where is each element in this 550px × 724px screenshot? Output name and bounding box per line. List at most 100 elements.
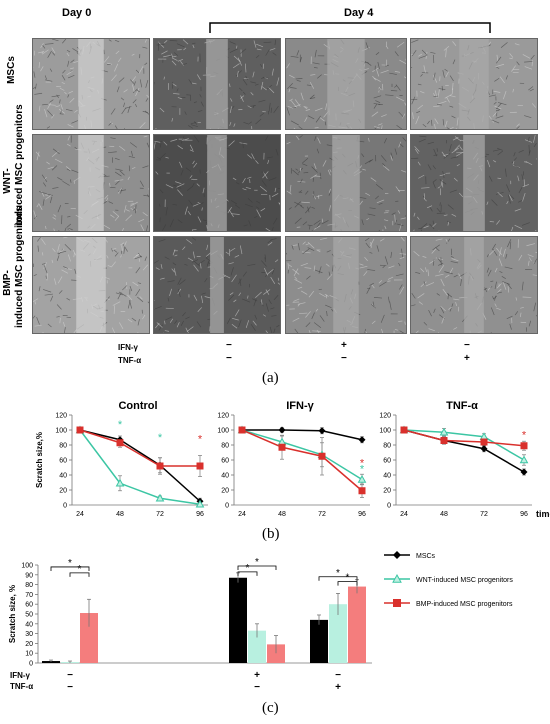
significance-bracket: [69, 572, 90, 577]
y-tick-label: 60: [59, 458, 67, 465]
panel-b-line-charts: Control 0 20 40 60 80 100 120 24 48 72 96 Scratch si…: [35, 400, 550, 519]
x-tick-label: 96: [196, 511, 204, 518]
micrograph: [285, 38, 407, 130]
y-tick-label: 80: [383, 443, 391, 450]
data-point: [278, 426, 286, 434]
chart-title: TNF-α: [446, 400, 478, 412]
day4-bracket: [209, 22, 491, 33]
significance-star: *: [118, 419, 123, 431]
micrograph: [410, 236, 538, 334]
bar: [248, 630, 266, 663]
data-point: [439, 427, 449, 436]
cond-c1-ifn: −: [226, 340, 232, 351]
micrograph: [32, 134, 150, 232]
line-chart: IFN-γ 0 20 40 60 80 100 120 24 48 72 96 **: [217, 400, 370, 518]
y-axis-label: Scratch size,%: [35, 432, 44, 488]
data-point: [318, 427, 326, 435]
panel-b-tag: (b): [262, 526, 280, 542]
y-tick-label: 120: [217, 413, 229, 420]
x-tick-label: 48: [278, 511, 286, 518]
micrograph: [285, 236, 407, 334]
data-point: [519, 455, 529, 464]
y-tick-label: 60: [383, 458, 391, 465]
data-point: [358, 487, 366, 495]
y-tick-label: 0: [387, 503, 391, 510]
panel-c-bar-chart: 0 10 20 30 40 50 60 70 80 90 100 Scratch size, % * * *…: [8, 551, 513, 690]
legend-label: WNT-induced MSC progenitors: [416, 577, 513, 584]
data-point: [392, 573, 402, 583]
data-point: [318, 452, 326, 460]
data-point: [393, 599, 401, 607]
y-tick-label: 0: [225, 503, 229, 510]
series-line: [241, 429, 363, 492]
data-point: [400, 426, 408, 434]
series-line: [79, 429, 200, 467]
significance-star: *: [360, 457, 365, 469]
cond-c3-ifn: +: [341, 340, 347, 351]
micrograph: [410, 38, 538, 130]
chart-title: Control: [118, 400, 157, 412]
series-line: [403, 429, 525, 473]
data-point: [358, 436, 366, 444]
x-tick-label: 48: [116, 511, 124, 518]
panel-c-tag: (c): [262, 700, 279, 716]
y-tick-label: 70: [25, 592, 33, 599]
data-point: [520, 442, 528, 450]
y-tick-label: 30: [25, 631, 33, 638]
y-tick-label: 40: [383, 473, 391, 480]
row-label-wnt-line1: WNT-: [2, 168, 13, 194]
bar: [42, 661, 60, 663]
data-point: [480, 438, 488, 446]
bar: [229, 577, 247, 663]
cond-c4-ifn: −: [464, 340, 470, 351]
bar-chart: 0 10 20 30 40 50 60 70 80 90 100 Scratch size, % * * *…: [8, 551, 513, 690]
significance-bracket: [237, 565, 277, 570]
data-point: [440, 437, 448, 444]
y-tick-label: 40: [25, 621, 33, 628]
cond-c4-tnf: +: [464, 353, 470, 364]
y-tick-label: 20: [383, 488, 391, 495]
x-tick-label: 96: [520, 511, 528, 518]
cond-symbol: −: [67, 682, 73, 690]
data-point: [76, 426, 84, 434]
significance-star: *: [255, 557, 259, 568]
day4-label: Day 4: [344, 7, 374, 19]
significance-star: *: [78, 564, 82, 575]
y-tick-label: 120: [379, 413, 391, 420]
y-axis-label: Scratch size, %: [8, 585, 17, 643]
micrograph: [410, 134, 538, 232]
y-tick-label: 90: [25, 572, 33, 579]
significance-bracket: [318, 576, 358, 581]
cond-label-tnf: TNF-α: [118, 356, 142, 365]
y-tick-label: 100: [55, 428, 67, 435]
line-chart: Control 0 20 40 60 80 100 120 24 48 72 96 Scratch si…: [35, 400, 208, 518]
y-tick-label: 20: [59, 488, 67, 495]
y-tick-label: 40: [221, 473, 229, 480]
y-tick-label: 50: [25, 612, 33, 619]
data-point: [278, 443, 286, 451]
cond-symbol: −: [254, 682, 260, 690]
y-tick-label: 120: [55, 413, 67, 420]
micrograph: [153, 134, 281, 232]
y-tick-label: 40: [59, 473, 67, 480]
x-tick-label: 72: [156, 511, 164, 518]
data-point: [155, 493, 165, 502]
row-label-bmp-line1: BMP-: [2, 270, 13, 296]
y-tick-label: 20: [25, 641, 33, 648]
data-point: [357, 474, 367, 483]
data-point: [115, 478, 125, 487]
y-tick-label: 80: [25, 582, 33, 589]
x-tick-label: 24: [76, 511, 84, 518]
micrograph: [285, 134, 407, 232]
series-line: [79, 429, 201, 502]
bar: [310, 619, 328, 663]
y-tick-label: 20: [221, 488, 229, 495]
y-tick-label: 60: [25, 602, 33, 609]
y-tick-label: 100: [21, 563, 33, 570]
cond-c1-tnf: −: [226, 353, 232, 364]
series-line: [79, 429, 201, 505]
significance-star: *: [246, 563, 250, 574]
micrograph: [153, 38, 281, 130]
data-point: [238, 426, 246, 434]
row-label-bmp: BMP- induced MSC progenitors: [2, 206, 26, 328]
